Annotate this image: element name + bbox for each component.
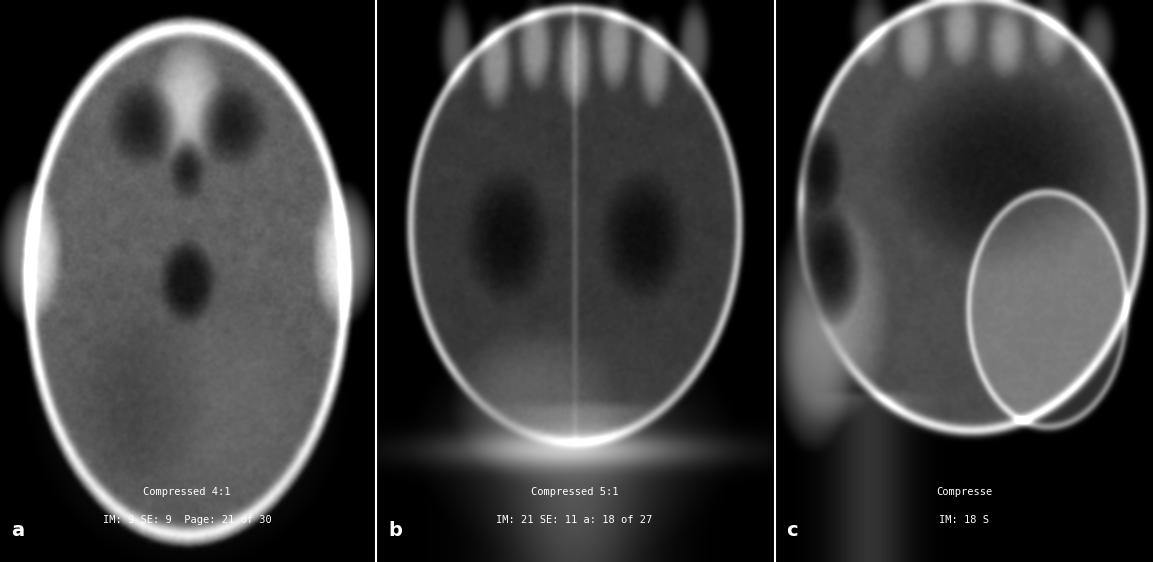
Text: IM: 21 SE: 11 a: 18 of 27: IM: 21 SE: 11 a: 18 of 27 bbox=[497, 515, 653, 525]
Text: Compresse: Compresse bbox=[936, 487, 992, 497]
Text: IM: 9 SE: 9  Page: 21 of 30: IM: 9 SE: 9 Page: 21 of 30 bbox=[103, 515, 271, 525]
Text: b: b bbox=[387, 520, 401, 540]
Text: Compressed 5:1: Compressed 5:1 bbox=[530, 487, 618, 497]
Text: IM: 18 S: IM: 18 S bbox=[939, 515, 989, 525]
Text: Compressed 4:1: Compressed 4:1 bbox=[143, 487, 231, 497]
Text: a: a bbox=[12, 520, 24, 540]
Text: c: c bbox=[786, 520, 798, 540]
